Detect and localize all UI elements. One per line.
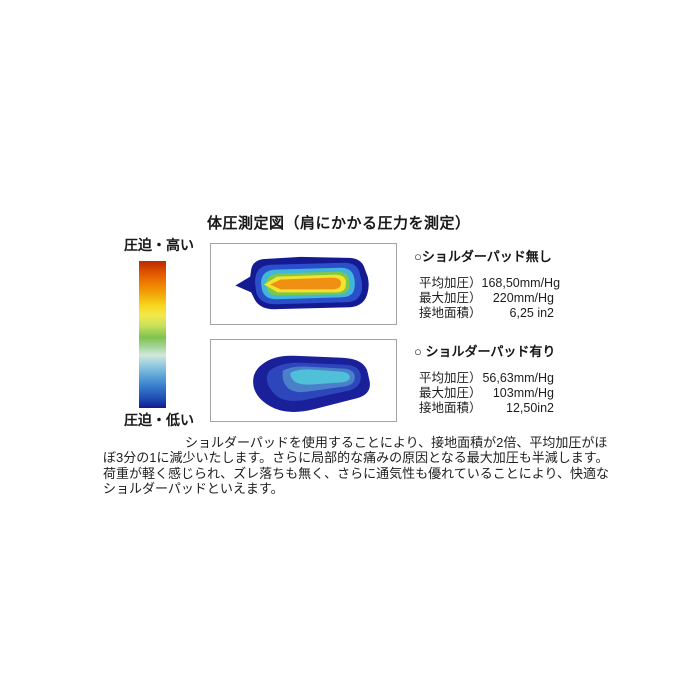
stat-label: 最大加圧） xyxy=(419,291,482,305)
description-line: ショルダーパッドを使用することにより、接地面積が2倍、平均加圧がほ xyxy=(185,435,608,450)
stat-value: 103mm/Hg xyxy=(492,386,554,400)
legend-low-label: 圧迫・低い xyxy=(124,412,194,428)
contour-mid xyxy=(290,369,350,385)
pressure-heatmap-with-pad xyxy=(253,355,370,412)
heatmap-panel-without-pad xyxy=(210,243,397,325)
stats-with-pad: ○ ショルダーパッド有り 平均加圧） 56,63mm/Hg 最大加圧） 103m… xyxy=(414,341,556,415)
stat-row-contact-area: 接地面積） 12,50in2 xyxy=(414,397,554,415)
figure-title: 体圧測定図（肩にかかる圧力を測定） xyxy=(207,215,471,232)
stat-value: 168,50mm/Hg xyxy=(481,276,561,290)
stats-without-pad: ○ショルダーパッド無し 平均加圧） 168,50mm/Hg 最大加圧） 220m… xyxy=(414,246,560,320)
stats-rows: 平均加圧） 56,63mm/Hg 最大加圧） 103mm/Hg 接地面積） 12… xyxy=(414,367,554,415)
stats-heading-without-pad: ○ショルダーパッド無し xyxy=(414,249,552,264)
stat-row-contact-area: 接地面積） 6,25 in2 xyxy=(414,302,554,320)
heatmap-panel-with-pad xyxy=(210,339,397,422)
stat-label: 最大加圧） xyxy=(419,386,482,400)
description-line: ショルダーパッドといえます。 xyxy=(103,480,284,496)
stats-heading-with-pad: ○ ショルダーパッド有り xyxy=(414,344,556,359)
stat-row-max-pressure: 最大加圧） 103mm/Hg xyxy=(414,382,554,400)
stat-value: 6,25 in2 xyxy=(509,306,554,320)
stat-value: 12,50in2 xyxy=(506,401,554,415)
legend-high-label: 圧迫・高い xyxy=(124,237,194,253)
pressure-heatmap-without-pad xyxy=(235,256,369,310)
stat-row-average-pressure: 平均加圧） 168,50mm/Hg xyxy=(414,272,560,290)
stat-row-max-pressure: 最大加圧） 220mm/Hg xyxy=(414,287,554,305)
stat-label: 平均加圧） xyxy=(419,276,482,290)
description-line: 荷重が軽く感じられ、ズレ落ちも無く、さらに通気性も優れていることにより、快適な xyxy=(103,465,609,481)
description-line: ぼ3分の1に減少いたします。さらに局部的な痛みの原因となる最大加圧も半減します。 xyxy=(103,450,609,466)
stat-label: 平均加圧） xyxy=(419,371,482,385)
stat-label: 接地面積） xyxy=(419,401,482,415)
stat-value: 220mm/Hg xyxy=(492,291,554,305)
stat-label: 接地面積） xyxy=(419,306,482,320)
stat-value: 56,63mm/Hg xyxy=(482,371,554,385)
contour-peak xyxy=(269,277,342,290)
stat-row-average-pressure: 平均加圧） 56,63mm/Hg xyxy=(414,367,554,385)
pressure-scale-bar xyxy=(139,261,166,408)
description-paragraph: ショルダーパッドを使用することにより、接地面積が2倍、平均加圧がほ ぼ3分の1に… xyxy=(103,435,613,496)
stats-rows: 平均加圧） 168,50mm/Hg 最大加圧） 220mm/Hg 接地面積） 6… xyxy=(414,272,560,320)
